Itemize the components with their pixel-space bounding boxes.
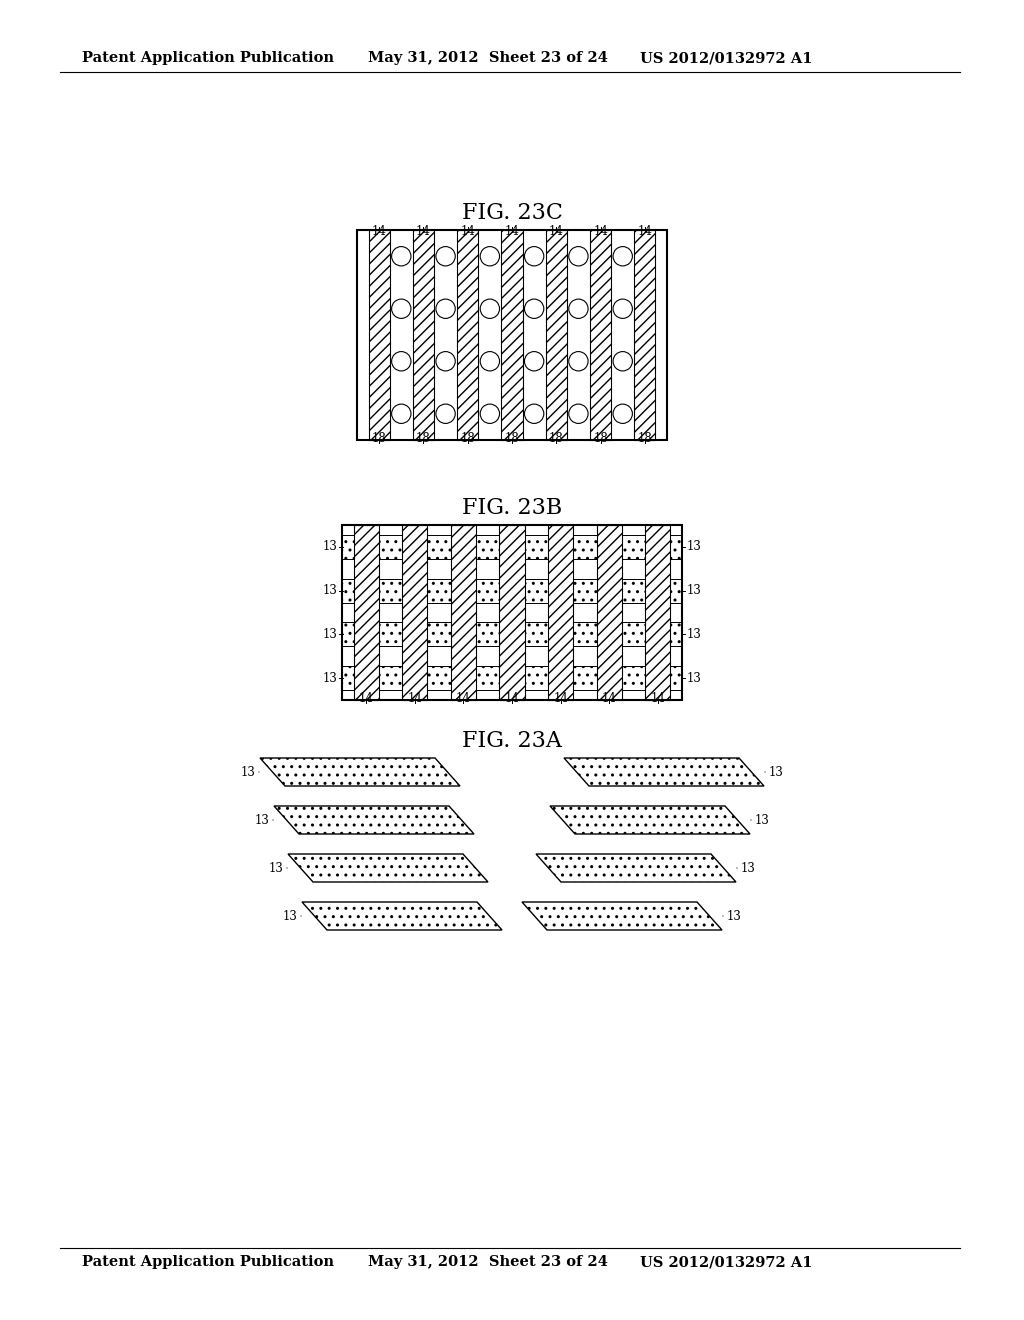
- Text: 14: 14: [637, 224, 652, 238]
- Text: US 2012/0132972 A1: US 2012/0132972 A1: [640, 51, 812, 65]
- Text: 14: 14: [460, 224, 475, 238]
- Circle shape: [613, 351, 633, 371]
- Text: 13: 13: [323, 672, 337, 685]
- Polygon shape: [536, 854, 736, 882]
- Text: 13: 13: [687, 672, 701, 685]
- Circle shape: [568, 300, 588, 318]
- Text: Patent Application Publication: Patent Application Publication: [82, 1255, 334, 1269]
- Circle shape: [480, 247, 500, 265]
- Text: 18: 18: [638, 432, 652, 445]
- Circle shape: [568, 247, 588, 265]
- Circle shape: [436, 404, 456, 424]
- Bar: [500, 525, 524, 700]
- Circle shape: [524, 247, 544, 265]
- Text: 14: 14: [505, 224, 519, 238]
- Text: 18: 18: [461, 432, 475, 445]
- Text: 14: 14: [408, 692, 422, 705]
- Text: FIG. 23A: FIG. 23A: [462, 730, 562, 752]
- Text: 13: 13: [240, 766, 255, 779]
- Bar: [369, 230, 390, 440]
- Circle shape: [436, 247, 456, 265]
- Bar: [645, 525, 671, 700]
- Circle shape: [480, 351, 500, 371]
- Text: 18: 18: [416, 432, 431, 445]
- Text: 13: 13: [323, 585, 337, 597]
- Circle shape: [436, 300, 456, 318]
- Bar: [342, 578, 682, 603]
- Text: 18: 18: [593, 432, 608, 445]
- Bar: [548, 525, 573, 700]
- Circle shape: [436, 351, 456, 371]
- Circle shape: [524, 404, 544, 424]
- Text: 13: 13: [687, 540, 701, 553]
- Text: 13: 13: [268, 862, 283, 874]
- Text: 18: 18: [549, 432, 563, 445]
- Circle shape: [613, 404, 633, 424]
- Text: 14: 14: [553, 692, 568, 705]
- Bar: [590, 230, 611, 440]
- Circle shape: [613, 300, 633, 318]
- Bar: [546, 230, 567, 440]
- Bar: [597, 525, 622, 700]
- Text: 13: 13: [283, 909, 297, 923]
- Text: FIG. 23B: FIG. 23B: [462, 498, 562, 519]
- Text: 14: 14: [593, 224, 608, 238]
- Circle shape: [524, 351, 544, 371]
- Text: 14: 14: [505, 692, 519, 705]
- Bar: [353, 525, 379, 700]
- Polygon shape: [288, 854, 488, 882]
- Polygon shape: [302, 902, 502, 931]
- Text: 13: 13: [323, 628, 337, 642]
- Circle shape: [480, 300, 500, 318]
- Circle shape: [480, 404, 500, 424]
- Bar: [502, 230, 522, 440]
- Circle shape: [613, 247, 633, 265]
- Circle shape: [568, 351, 588, 371]
- Bar: [402, 525, 427, 700]
- Text: US 2012/0132972 A1: US 2012/0132972 A1: [640, 1255, 812, 1269]
- Circle shape: [391, 247, 411, 265]
- Text: May 31, 2012  Sheet 23 of 24: May 31, 2012 Sheet 23 of 24: [368, 1255, 608, 1269]
- Polygon shape: [564, 758, 764, 785]
- Text: 18: 18: [505, 432, 519, 445]
- Text: 13: 13: [323, 540, 337, 553]
- Text: 13: 13: [741, 862, 756, 874]
- Bar: [634, 230, 655, 440]
- Bar: [413, 230, 434, 440]
- Circle shape: [391, 351, 411, 371]
- Bar: [342, 667, 682, 690]
- Text: 14: 14: [416, 224, 431, 238]
- Bar: [342, 622, 682, 647]
- Polygon shape: [274, 807, 474, 834]
- Text: 14: 14: [456, 692, 471, 705]
- Bar: [457, 230, 478, 440]
- Text: Patent Application Publication: Patent Application Publication: [82, 51, 334, 65]
- Bar: [357, 230, 667, 440]
- Text: 14: 14: [650, 692, 666, 705]
- Text: FIG. 23C: FIG. 23C: [462, 202, 562, 224]
- Text: 13: 13: [687, 628, 701, 642]
- Text: 14: 14: [602, 692, 616, 705]
- Text: May 31, 2012  Sheet 23 of 24: May 31, 2012 Sheet 23 of 24: [368, 51, 608, 65]
- Bar: [342, 535, 682, 558]
- Text: 18: 18: [372, 432, 386, 445]
- Polygon shape: [260, 758, 460, 785]
- Circle shape: [391, 404, 411, 424]
- Circle shape: [524, 300, 544, 318]
- Bar: [357, 230, 667, 440]
- Text: 13: 13: [254, 813, 269, 826]
- Text: 14: 14: [549, 224, 564, 238]
- Text: 13: 13: [769, 766, 784, 779]
- Text: 13: 13: [727, 909, 741, 923]
- Bar: [342, 525, 682, 700]
- Circle shape: [568, 404, 588, 424]
- Text: 13: 13: [755, 813, 770, 826]
- Text: 14: 14: [372, 224, 387, 238]
- Text: 14: 14: [358, 692, 374, 705]
- Text: 13: 13: [687, 585, 701, 597]
- Bar: [451, 525, 476, 700]
- Polygon shape: [550, 807, 750, 834]
- Polygon shape: [522, 902, 722, 931]
- Circle shape: [391, 300, 411, 318]
